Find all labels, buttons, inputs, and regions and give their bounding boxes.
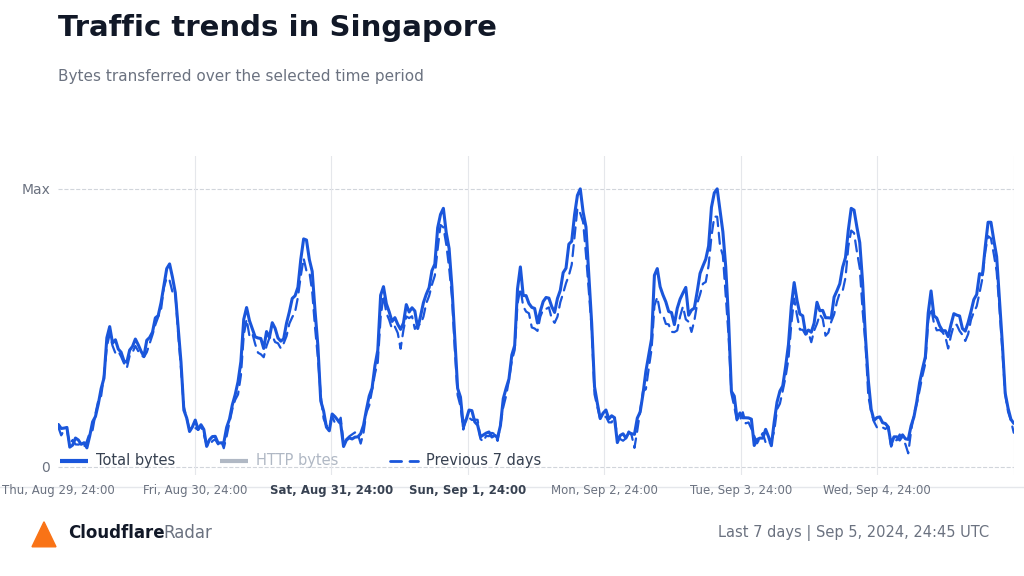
Text: Last 7 days | Sep 5, 2024, 24:45 UTC: Last 7 days | Sep 5, 2024, 24:45 UTC [718, 525, 989, 541]
Text: Thu, Aug 29, 24:00: Thu, Aug 29, 24:00 [2, 484, 115, 497]
Text: Fri, Aug 30, 24:00: Fri, Aug 30, 24:00 [142, 484, 247, 497]
Text: Tue, Sep 3, 24:00: Tue, Sep 3, 24:00 [690, 484, 792, 497]
Text: HTTP bytes: HTTP bytes [256, 453, 338, 468]
Text: Traffic trends in Singapore: Traffic trends in Singapore [58, 14, 498, 43]
Text: Cloudflare: Cloudflare [68, 524, 165, 542]
Text: Sat, Aug 31, 24:00: Sat, Aug 31, 24:00 [269, 484, 393, 497]
Text: Wed, Sep 4, 24:00: Wed, Sep 4, 24:00 [823, 484, 931, 497]
Polygon shape [32, 522, 56, 547]
Text: Bytes transferred over the selected time period: Bytes transferred over the selected time… [58, 69, 424, 84]
Text: Sun, Sep 1, 24:00: Sun, Sep 1, 24:00 [410, 484, 526, 497]
Text: Previous 7 days: Previous 7 days [426, 453, 542, 468]
Text: Radar: Radar [163, 524, 212, 542]
Text: Mon, Sep 2, 24:00: Mon, Sep 2, 24:00 [551, 484, 657, 497]
Text: Total bytes: Total bytes [96, 453, 175, 468]
